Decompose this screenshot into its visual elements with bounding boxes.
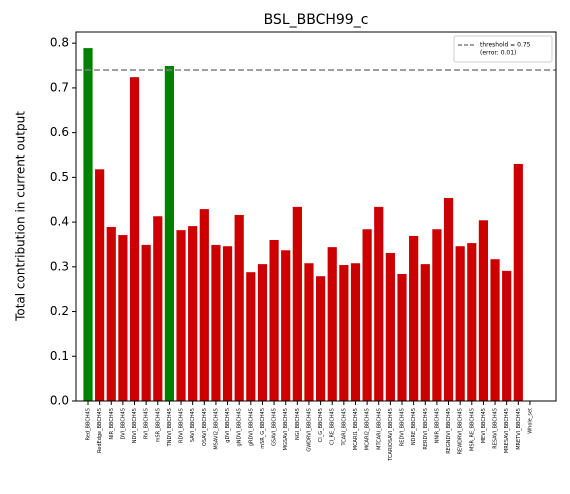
- x-tick-label: OSAVI_BBCH45: [202, 408, 208, 446]
- x-tick-label: NDRE_BBCH45: [411, 408, 417, 445]
- bar: [304, 263, 314, 401]
- bar: [455, 246, 465, 401]
- bar: [478, 220, 489, 401]
- bar: [490, 259, 500, 401]
- x-tick-label: MEVI_BBCH45: [481, 408, 487, 443]
- legend-label: threshold = 0.75: [480, 42, 531, 49]
- bar: [234, 214, 244, 401]
- x-tick-label: MGSAVI_BBCH45: [283, 408, 289, 450]
- bar: [211, 244, 221, 401]
- x-tick-label: NDVI_BBCH45: [132, 408, 138, 443]
- x-tick-label: CI_RE_BBCH45: [330, 408, 336, 445]
- x-tick-label: CI_G_BBCH45: [318, 408, 324, 442]
- y-tick-label: 0.7: [50, 80, 69, 94]
- bar: [385, 252, 395, 401]
- y-tick-label: 0.1: [50, 349, 69, 363]
- bar: [129, 77, 140, 401]
- x-tick-label: RVI_BBCH45: [144, 408, 150, 439]
- bar: [420, 264, 430, 401]
- x-tick-label: TNDVI_BBCH45: [167, 408, 173, 447]
- bar: [443, 197, 454, 401]
- x-tick-label: NGI_BBCH45: [295, 408, 301, 440]
- bar: [374, 206, 384, 401]
- x-tick-label: GSAVI_BBCH45: [272, 408, 278, 446]
- bar: [246, 272, 256, 401]
- x-tick-label: NNIR_BBCH45: [434, 408, 440, 443]
- bar: [269, 239, 279, 401]
- x-tick-label: MSR_RE_BBCH45: [469, 408, 475, 451]
- x-tick-label: MSAVI2_BBCH45: [213, 408, 219, 450]
- y-tick-label: 0.6: [50, 125, 69, 139]
- bar: [257, 264, 268, 401]
- x-tick-label: mSR_BBCH45: [155, 408, 161, 442]
- y-tick-label: 0.4: [50, 215, 69, 229]
- bar: [502, 270, 512, 401]
- bar: [176, 230, 186, 401]
- bar: [409, 235, 419, 401]
- chart-title: BSL_BBCH99_c: [264, 12, 369, 28]
- legend-label: (error: 0.01): [480, 50, 516, 57]
- x-tick-label: REDVI_BBCH45: [400, 408, 406, 446]
- x-tick-label: DVI_BBCH45: [120, 408, 126, 440]
- y-tick-label: 0.8: [50, 36, 69, 50]
- x-tick-label: MRESAVI_BBCH45: [504, 408, 510, 453]
- x-tick-label: SAVI_BBCH45: [190, 408, 196, 442]
- bar: [432, 229, 442, 401]
- x-tick-label: REWDRVI_BBCH45: [458, 408, 464, 454]
- x-tick-label: REGNDVI_BBCH45: [446, 408, 452, 454]
- bar: [188, 226, 198, 401]
- x-tick-label: MRETVI_BBCH45: [516, 408, 522, 450]
- y-tick-label: 0.0: [50, 394, 69, 408]
- x-tick-label: gNDVI_BBCH45: [237, 408, 243, 446]
- x-tick-label: RDVI_BBCH45: [179, 408, 185, 443]
- bar: [467, 243, 477, 401]
- x-tick-label: Red_BBCH45: [86, 408, 92, 440]
- y-tick-label: 0.2: [50, 304, 69, 318]
- y-tick-label: 0.5: [50, 170, 69, 184]
- bar: [83, 48, 93, 402]
- x-tick-label: RESAVI_BBCH45: [493, 408, 499, 449]
- bar: [118, 235, 128, 401]
- x-tick-label: MCARI2_BBCH45: [365, 408, 371, 450]
- x-tick-label: mSR_G_BBCH45: [260, 408, 266, 449]
- x-tick-label: gRDVI_BBCH45: [248, 408, 254, 446]
- bar: [153, 216, 163, 401]
- y-tick-label: 0.3: [50, 259, 69, 273]
- bar: [350, 263, 361, 401]
- x-tick-label: RedEdge_BBCH45: [97, 408, 103, 453]
- bar: [339, 265, 349, 401]
- bar: [164, 65, 175, 401]
- bar: [222, 246, 233, 401]
- x-tick-label: MTCARI_BBCH45: [376, 408, 382, 450]
- x-tick-label: TCARI_BBCH45: [341, 408, 347, 447]
- bar: [513, 163, 523, 401]
- bar: [397, 273, 407, 401]
- bar: [327, 247, 337, 401]
- x-tick-label: TCARIOSAVI_BBCH45: [388, 408, 394, 462]
- x-tick-label: Whole_set: [527, 408, 533, 434]
- y-axis-label: Total contribution in current output: [14, 111, 28, 322]
- x-tick-label: MCARI1_BBCH45: [353, 408, 359, 450]
- bar: [292, 206, 302, 401]
- bar: [281, 250, 291, 401]
- bar: [141, 244, 151, 401]
- bar: [199, 209, 209, 401]
- bar: [316, 276, 326, 401]
- x-tick-label: NIR_BBCH45: [109, 408, 115, 440]
- x-tick-label: gDVI_BBCH45: [225, 408, 231, 443]
- x-tick-label: RERDVI_BBCH45: [423, 408, 429, 450]
- bar: [106, 227, 116, 401]
- legend-box: [453, 35, 553, 63]
- bar: [362, 229, 372, 401]
- frame: [75, 31, 557, 402]
- x-tick-label: GWDRVI_BBCH45: [306, 408, 312, 452]
- bar: [95, 169, 105, 401]
